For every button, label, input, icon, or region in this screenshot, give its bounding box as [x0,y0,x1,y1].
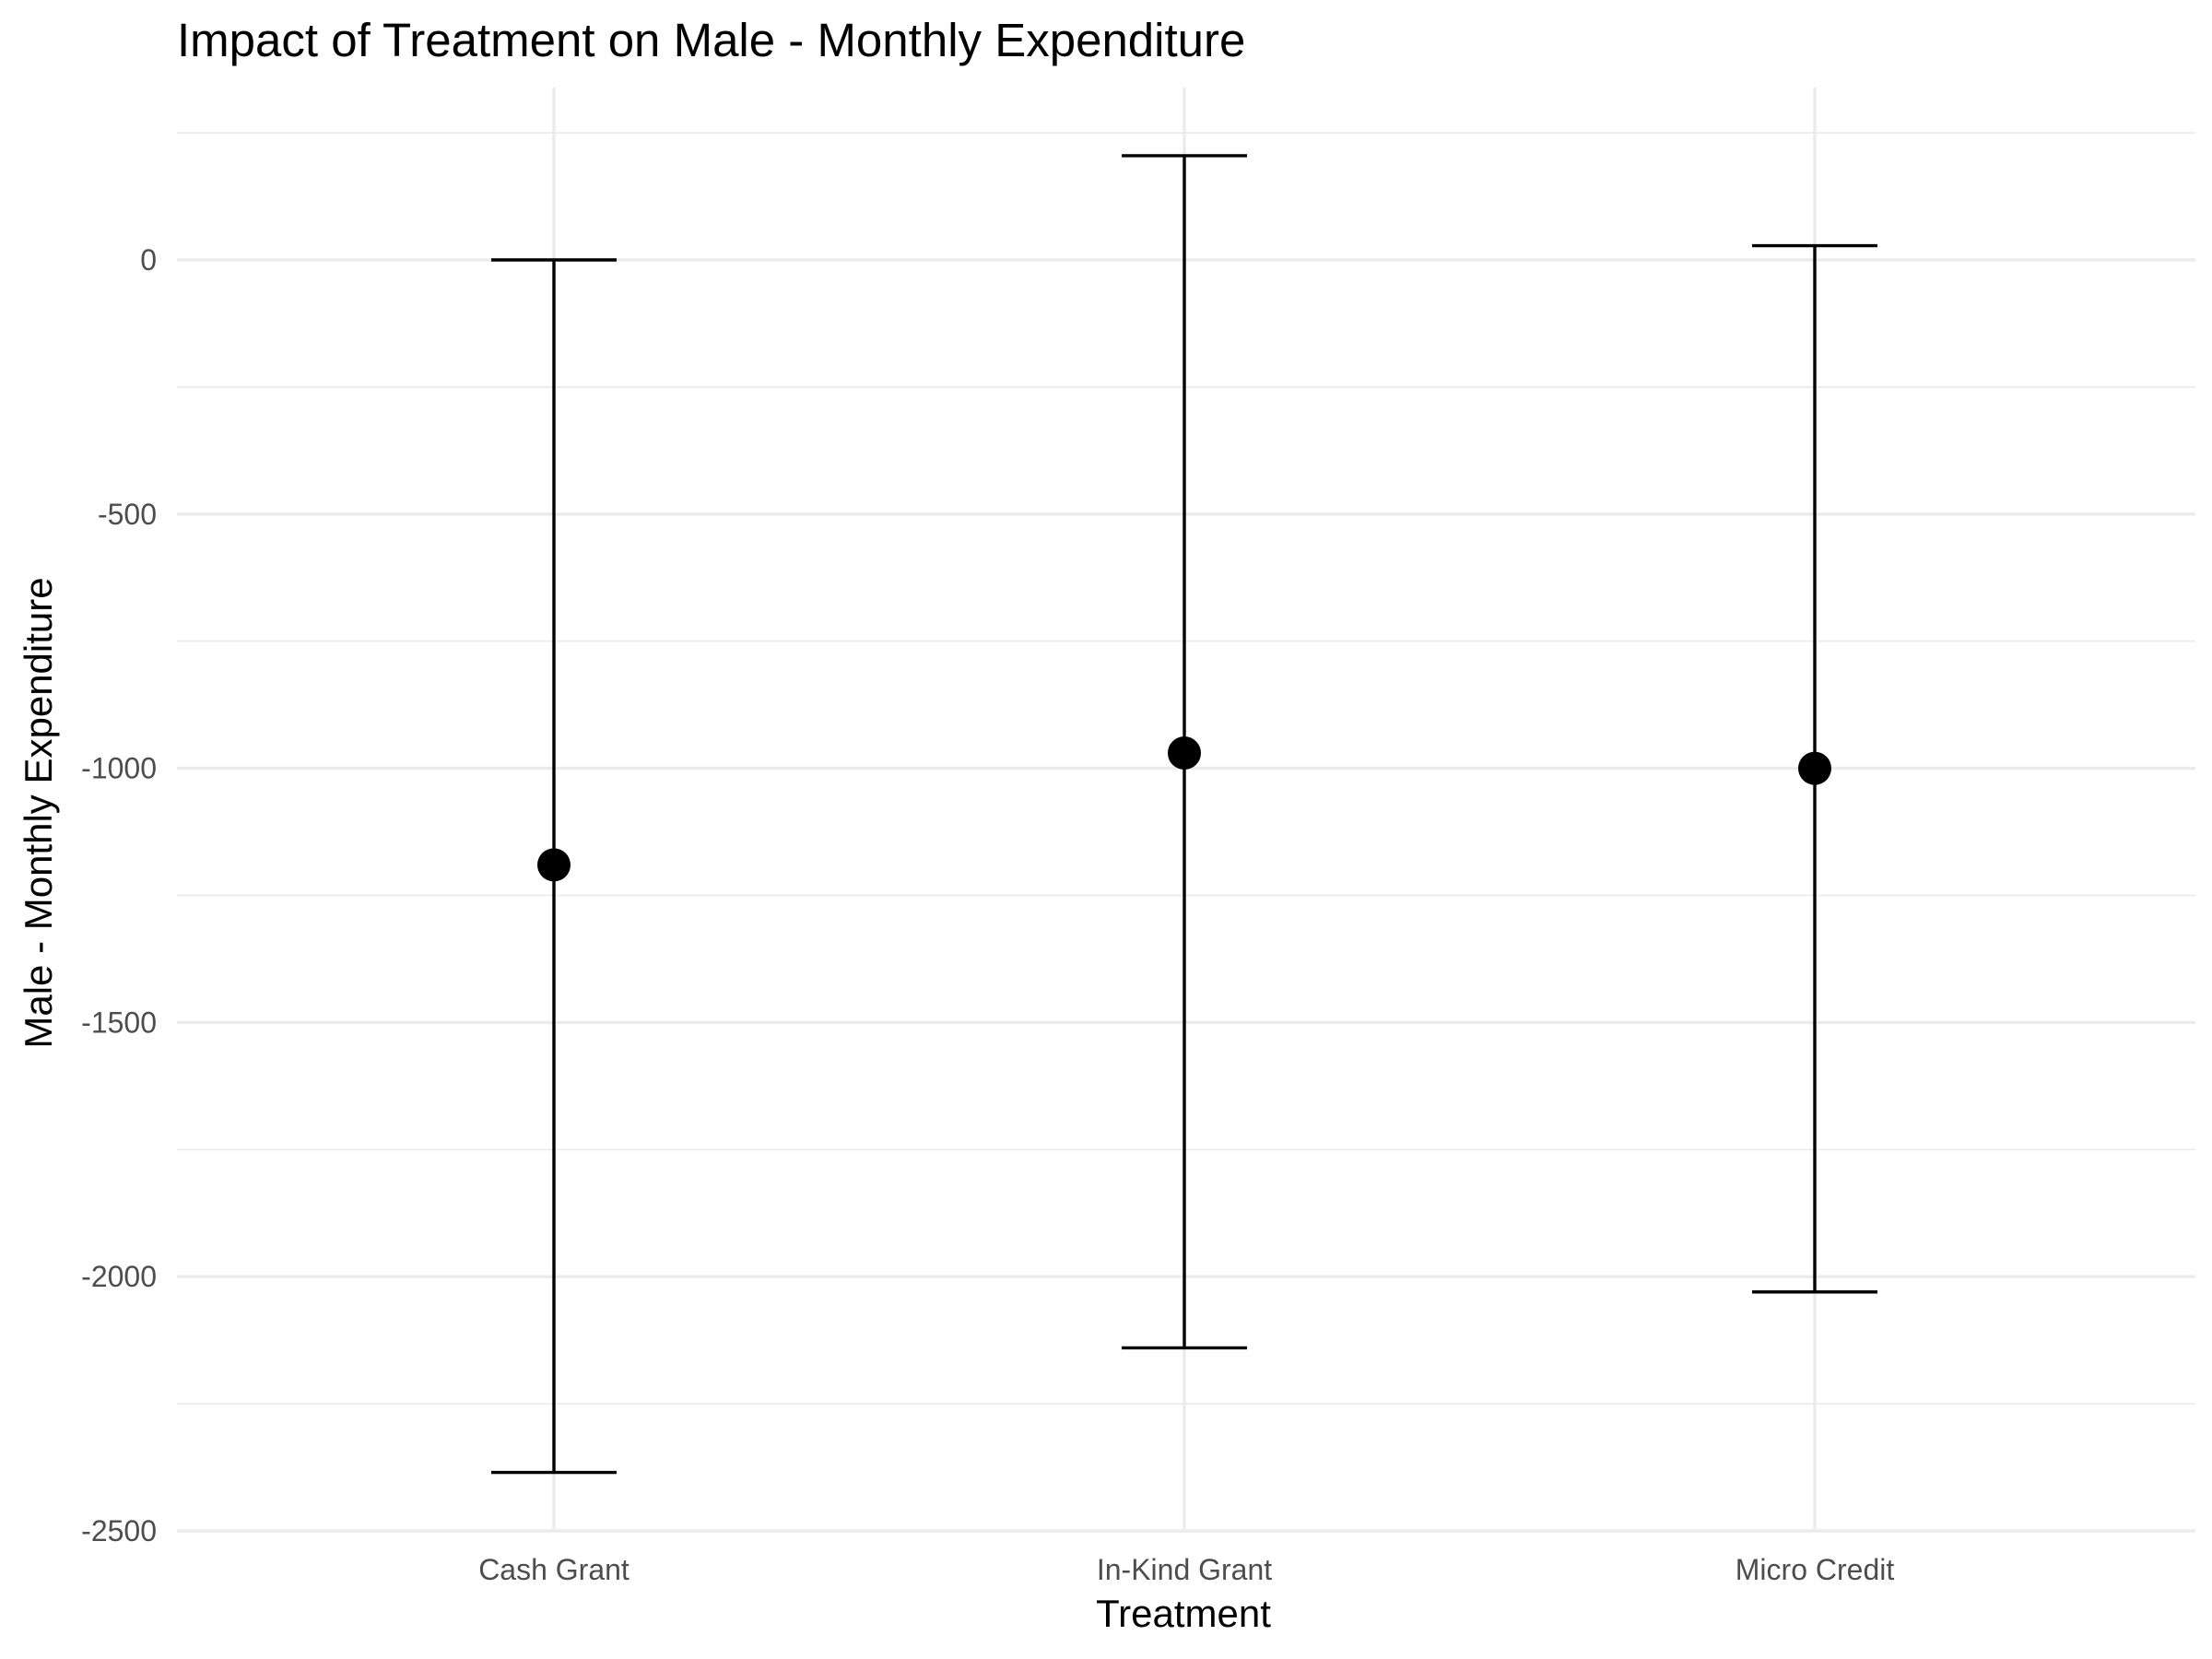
y-axis-ticks: 0 -500 -1000 -1500 -2000 -2500 [81,243,157,1547]
y-tick-label: -1500 [81,1006,157,1039]
x-tick-label: Micro Credit [1735,1553,1895,1586]
y-tick-label: -2500 [81,1514,157,1547]
error-bar-group [1122,154,1247,1350]
error-bar-group [1752,243,1877,1294]
error-bars [491,154,1877,1475]
estimate-point [1168,736,1201,771]
x-axis-ticks: Cash Grant In-Kind Grant Micro Credit [478,1553,1894,1586]
x-axis-title: Treatment [1096,1592,1271,1635]
y-tick-label: -500 [98,498,157,531]
grid [177,88,2195,1533]
error-bar-group [491,258,617,1475]
y-tick-label: -2000 [81,1260,157,1293]
y-tick-label: -1000 [81,752,157,785]
x-tick-label: In-Kind Grant [1097,1553,1272,1586]
chart-title: Impact of Treatment on Male - Monthly Ex… [177,14,1245,66]
estimate-point [537,848,571,882]
estimate-point [1798,751,1831,785]
y-tick-label: 0 [140,243,157,276]
x-tick-label: Cash Grant [478,1553,629,1586]
y-axis-title: Male - Monthly Expenditure [17,577,60,1048]
